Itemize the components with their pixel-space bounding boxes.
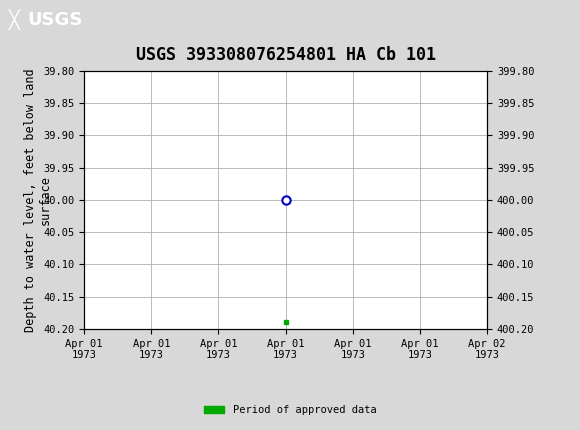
Y-axis label: Depth to water level, feet below land
surface: Depth to water level, feet below land su… [24,68,52,332]
Text: ╳: ╳ [9,9,20,30]
Text: USGS: USGS [28,11,83,29]
Title: USGS 393308076254801 HA Cb 101: USGS 393308076254801 HA Cb 101 [136,46,436,64]
Legend: Period of approved data: Period of approved data [200,401,380,420]
